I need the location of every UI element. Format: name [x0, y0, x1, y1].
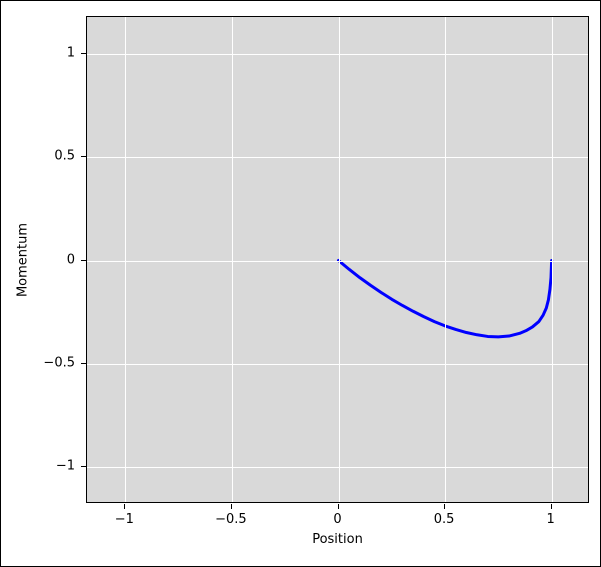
y-tick	[81, 260, 86, 261]
gridline-vertical	[445, 17, 446, 502]
y-tick	[81, 156, 86, 157]
gridline-horizontal	[87, 54, 588, 55]
y-tick-label: −0.5	[43, 355, 75, 370]
y-tick-label: 0.5	[54, 149, 75, 164]
gridline-horizontal	[87, 157, 588, 158]
x-tick	[444, 504, 445, 509]
gridline-horizontal	[87, 364, 588, 365]
x-axis-label: Position	[312, 532, 363, 547]
y-tick-label: 0	[67, 252, 75, 267]
gridline-vertical	[125, 17, 126, 502]
y-tick	[81, 53, 86, 54]
x-tick-label: 1	[546, 512, 554, 527]
phase-curve	[87, 17, 588, 502]
gridline-horizontal	[87, 261, 588, 262]
x-tick	[124, 504, 125, 509]
y-tick-label: −1	[56, 458, 75, 473]
y-tick	[81, 466, 86, 467]
y-axis-label: Momentum	[16, 222, 31, 296]
gridline-horizontal	[87, 467, 588, 468]
gridline-vertical	[339, 17, 340, 502]
y-tick-label: 1	[67, 46, 75, 61]
x-tick-label: −0.5	[215, 512, 247, 527]
x-tick	[231, 504, 232, 509]
gridline-vertical	[552, 17, 553, 502]
x-tick-label: −1	[115, 512, 134, 527]
x-tick	[551, 504, 552, 509]
x-tick	[338, 504, 339, 509]
chart-frame: Position Momentum −1 −0.5 0 0.5 1 −1 −0.5 0 0.5 1	[0, 0, 601, 567]
x-tick-label: 0	[333, 512, 341, 527]
x-tick-label: 0.5	[434, 512, 455, 527]
y-tick	[81, 363, 86, 364]
plot-area	[86, 16, 589, 503]
gridline-vertical	[232, 17, 233, 502]
